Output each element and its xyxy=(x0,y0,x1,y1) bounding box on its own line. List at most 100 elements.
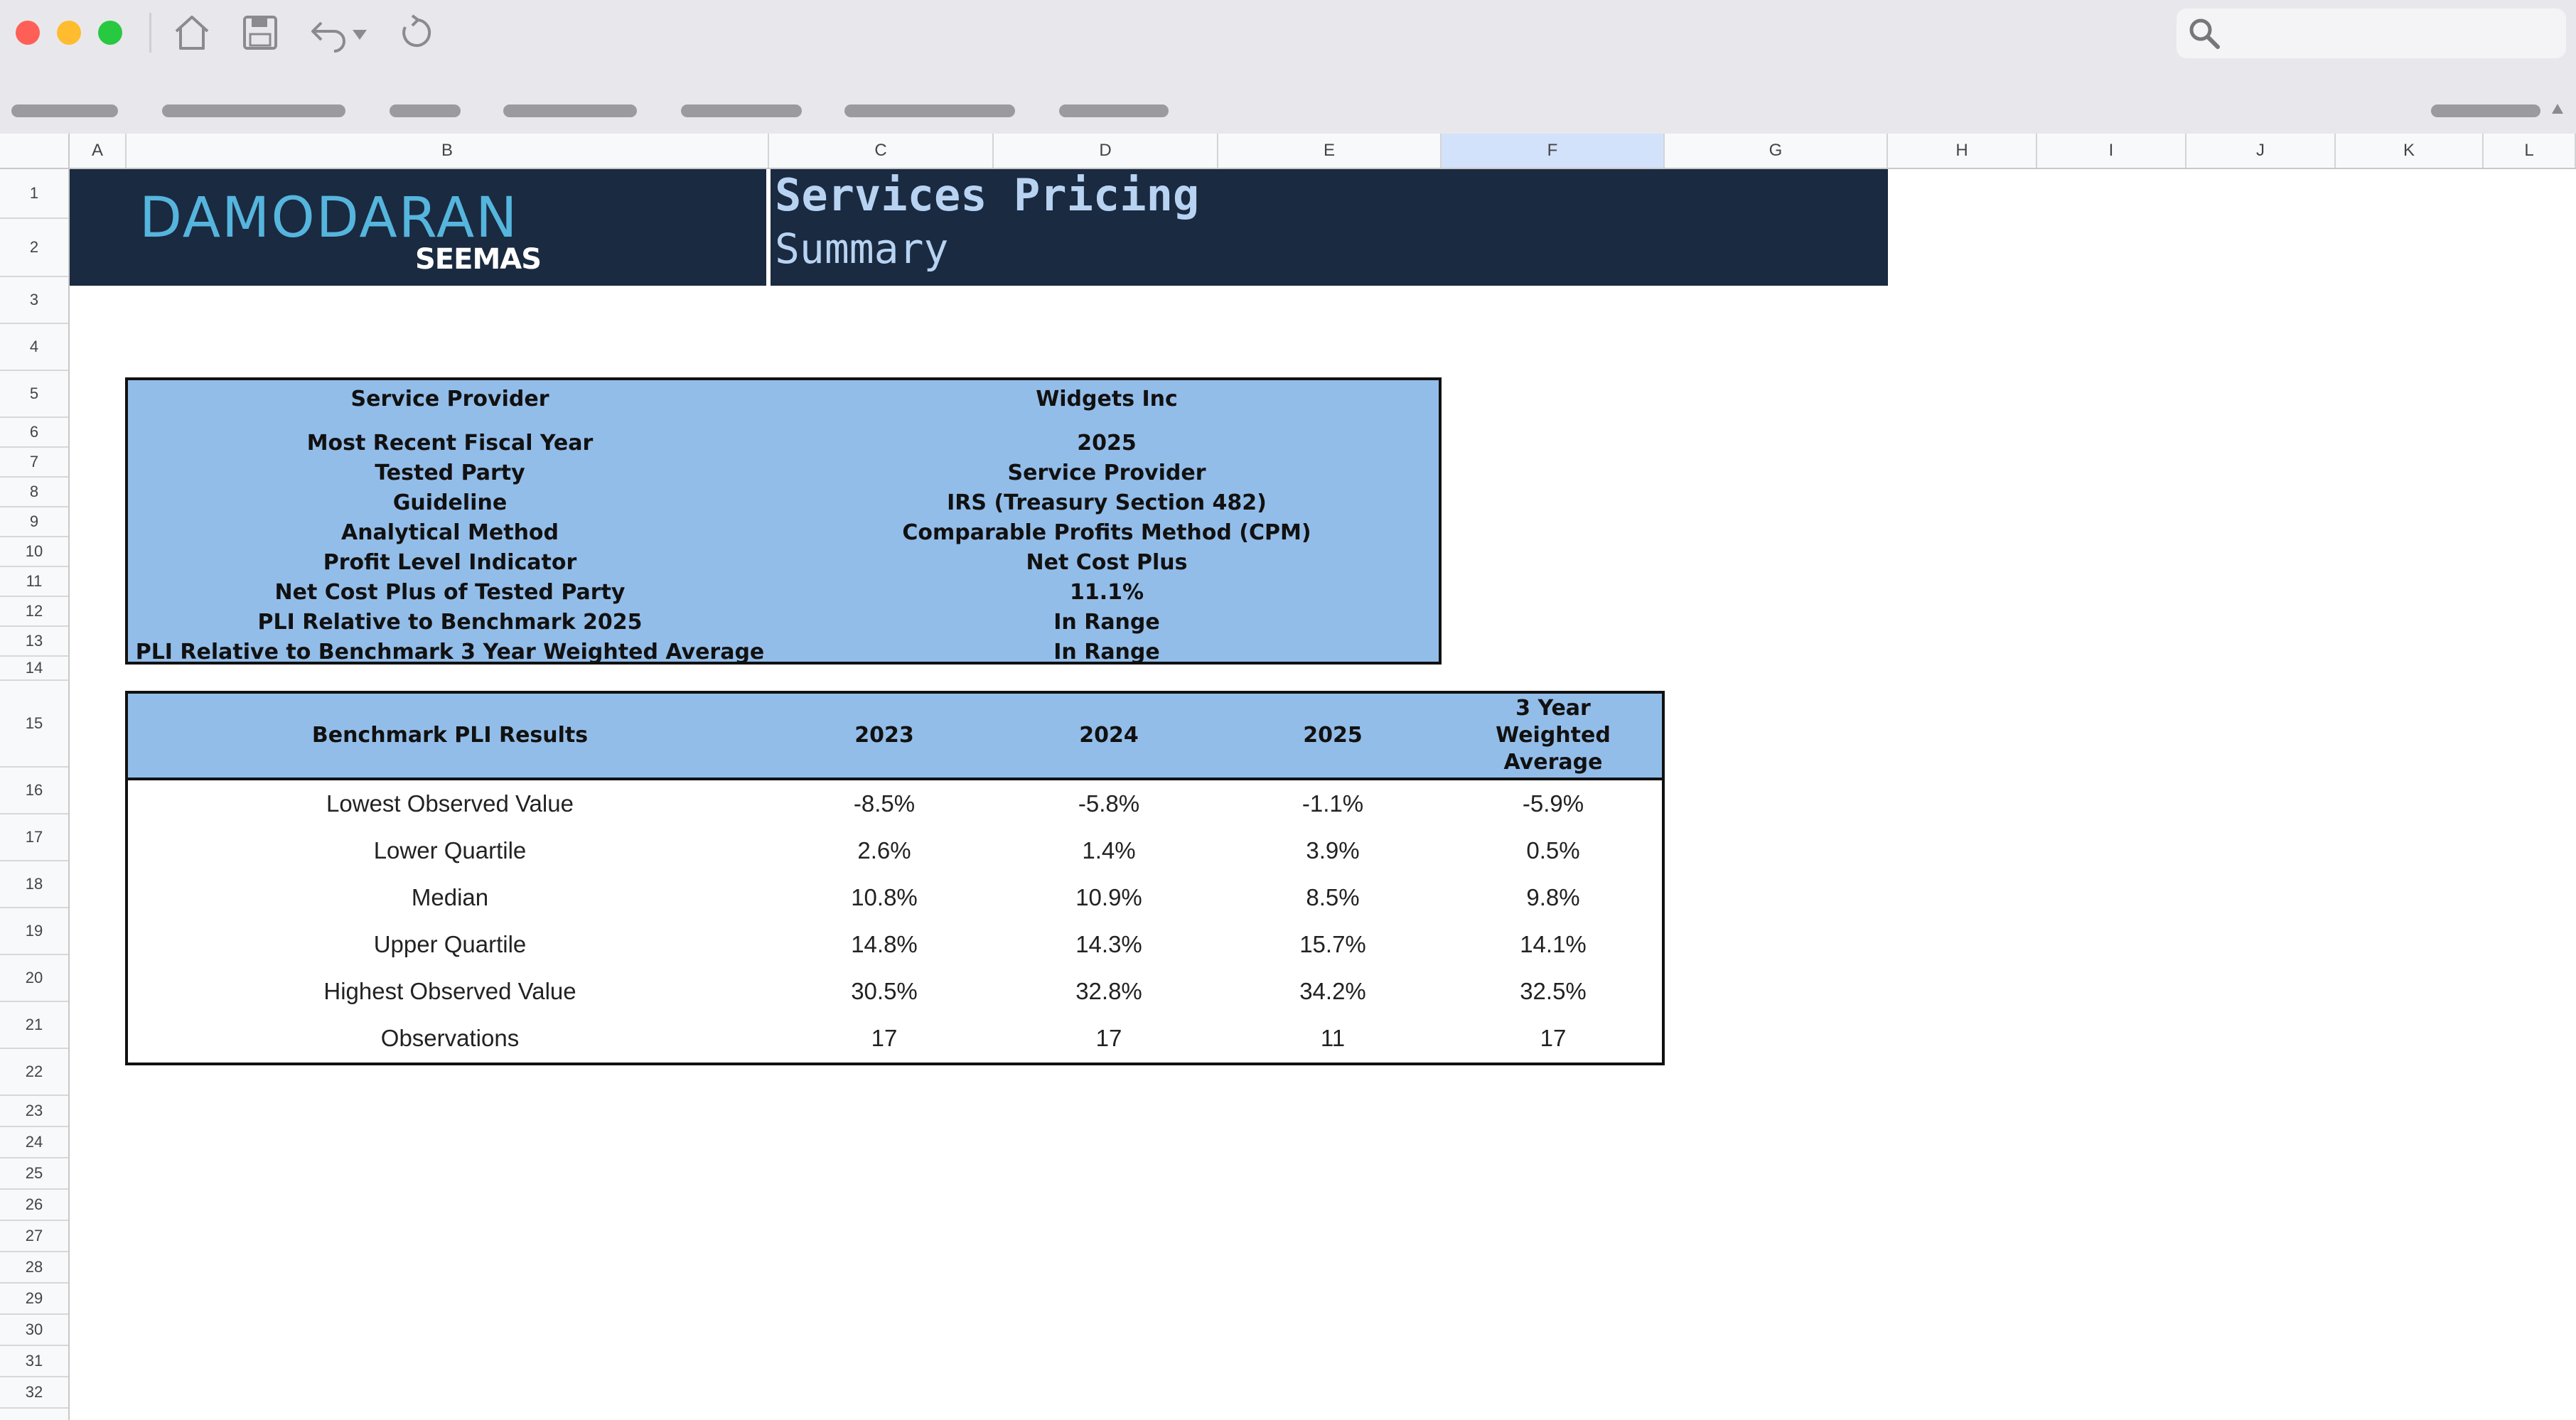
column-header-j[interactable]: J xyxy=(2186,134,2336,168)
column-header-f[interactable]: F xyxy=(1442,134,1665,168)
row-header-1[interactable]: 1 xyxy=(0,169,68,219)
benchmark-row-label[interactable]: Lowest Observed Value xyxy=(326,790,574,817)
summary-label[interactable]: Guideline xyxy=(392,490,508,515)
column-header-a[interactable]: A xyxy=(70,134,127,168)
row-header-21[interactable]: 21 xyxy=(0,1002,68,1049)
row-header-25[interactable]: 25 xyxy=(0,1158,68,1190)
benchmark-cell[interactable]: 17 xyxy=(1540,1025,1567,1051)
benchmark-row-label[interactable]: Observations xyxy=(380,1025,520,1051)
row-header-31[interactable]: 31 xyxy=(0,1346,68,1377)
benchmark-header-2024[interactable]: 2024 xyxy=(1079,723,1139,748)
summary-label[interactable]: PLI Relative to Benchmark 3 Year Weighte… xyxy=(135,640,765,665)
menu-item-5[interactable] xyxy=(681,104,802,117)
benchmark-header-label[interactable]: Benchmark PLI Results xyxy=(311,723,589,748)
row-header-22[interactable]: 22 xyxy=(0,1049,68,1096)
column-header-d[interactable]: D xyxy=(994,134,1218,168)
summary-label[interactable]: PLI Relative to Benchmark 2025 xyxy=(257,610,643,635)
row-header-5[interactable]: 5 xyxy=(0,371,68,418)
benchmark-cell[interactable]: 30.5% xyxy=(851,978,918,1004)
menu-item-1[interactable] xyxy=(11,104,118,117)
summary-label[interactable]: Service Provider xyxy=(350,387,549,412)
benchmark-row-label[interactable]: Highest Observed Value xyxy=(323,978,576,1004)
menu-item-8[interactable] xyxy=(2431,104,2540,117)
minimize-window-button[interactable] xyxy=(57,21,81,45)
benchmark-row-label[interactable]: Lower Quartile xyxy=(373,837,527,864)
summary-label[interactable]: Most Recent Fiscal Year xyxy=(306,431,594,456)
benchmark-cell[interactable]: 14.3% xyxy=(1075,931,1142,957)
row-header-16[interactable]: 16 xyxy=(0,768,68,814)
summary-value[interactable]: In Range xyxy=(1053,640,1160,665)
benchmark-cell[interactable]: 34.2% xyxy=(1299,978,1366,1004)
row-header-30[interactable]: 30 xyxy=(0,1315,68,1346)
row-header-3[interactable]: 3 xyxy=(0,277,68,324)
benchmark-cell[interactable]: -8.5% xyxy=(853,790,916,817)
row-header-7[interactable]: 7 xyxy=(0,448,68,478)
column-header-g[interactable]: G xyxy=(1665,134,1888,168)
dropdown-caret-icon[interactable] xyxy=(347,10,372,55)
summary-label[interactable]: Profit Level Indicator xyxy=(323,550,577,575)
benchmark-cell[interactable]: 14.1% xyxy=(1520,931,1587,957)
home-icon[interactable] xyxy=(169,10,215,55)
benchmark-cell[interactable]: 8.5% xyxy=(1306,884,1360,910)
menu-item-4[interactable] xyxy=(503,104,637,117)
benchmark-cell[interactable]: 11 xyxy=(1320,1025,1346,1051)
row-header-32[interactable]: 32 xyxy=(0,1377,68,1409)
menu-item-6[interactable] xyxy=(844,104,1015,117)
benchmark-cell[interactable]: 1.4% xyxy=(1082,837,1136,864)
summary-value[interactable]: IRS (Treasury Section 482) xyxy=(947,490,1267,515)
summary-value[interactable]: Service Provider xyxy=(1007,461,1206,485)
row-header-4[interactable]: 4 xyxy=(0,324,68,371)
column-header-h[interactable]: H xyxy=(1888,134,2037,168)
row-header-18[interactable]: 18 xyxy=(0,861,68,908)
benchmark-row-label[interactable]: Upper Quartile xyxy=(373,931,527,957)
row-header-27[interactable]: 27 xyxy=(0,1221,68,1252)
benchmark-cell[interactable]: 17 xyxy=(1095,1025,1122,1051)
benchmark-cell[interactable]: -5.8% xyxy=(1078,790,1140,817)
row-header-2[interactable]: 2 xyxy=(0,219,68,277)
benchmark-header-2025[interactable]: 2025 xyxy=(1303,723,1363,748)
row-header-17[interactable]: 17 xyxy=(0,814,68,861)
collapse-arrow-icon[interactable] xyxy=(2549,99,2566,117)
row-header-28[interactable]: 28 xyxy=(0,1252,68,1284)
menu-item-7[interactable] xyxy=(1059,104,1169,117)
row-header-10[interactable]: 10 xyxy=(0,537,68,567)
column-header-b[interactable]: B xyxy=(127,134,769,168)
benchmark-cell[interactable]: 32.8% xyxy=(1075,978,1142,1004)
row-header-12[interactable]: 12 xyxy=(0,597,68,627)
row-header-8[interactable]: 8 xyxy=(0,478,68,507)
maximize-window-button[interactable] xyxy=(98,21,122,45)
menu-item-3[interactable] xyxy=(390,104,461,117)
row-header-13[interactable]: 13 xyxy=(0,627,68,657)
row-header-14[interactable]: 14 xyxy=(0,657,68,681)
benchmark-cell[interactable]: 2.6% xyxy=(857,837,911,864)
column-header-i[interactable]: I xyxy=(2037,134,2186,168)
benchmark-row-label[interactable]: Median xyxy=(411,884,489,910)
column-header-e[interactable]: E xyxy=(1218,134,1442,168)
search-input[interactable] xyxy=(2177,9,2566,58)
summary-value[interactable]: 11.1% xyxy=(1069,580,1144,605)
summary-value[interactable]: 2025 xyxy=(1077,431,1137,456)
row-header-15[interactable]: 15 xyxy=(0,681,68,768)
benchmark-cell[interactable]: 3.9% xyxy=(1306,837,1360,864)
benchmark-header-weighted-average[interactable]: 3 Year Weighted Average xyxy=(1444,694,1662,778)
benchmark-cell[interactable]: 32.5% xyxy=(1520,978,1587,1004)
benchmark-cell[interactable]: 10.9% xyxy=(1075,884,1142,910)
benchmark-cell[interactable]: 10.8% xyxy=(851,884,918,910)
row-header-20[interactable]: 20 xyxy=(0,955,68,1002)
row-header-19[interactable]: 19 xyxy=(0,908,68,955)
row-header-24[interactable]: 24 xyxy=(0,1127,68,1158)
summary-label[interactable]: Net Cost Plus of Tested Party xyxy=(274,580,626,605)
benchmark-cell[interactable]: 14.8% xyxy=(851,931,918,957)
benchmark-cell[interactable]: -1.1% xyxy=(1302,790,1364,817)
row-header-6[interactable]: 6 xyxy=(0,418,68,448)
refresh-icon[interactable] xyxy=(394,10,439,55)
summary-label[interactable]: Tested Party xyxy=(375,461,525,485)
benchmark-cell[interactable]: -5.9% xyxy=(1522,790,1584,817)
column-header-c[interactable]: C xyxy=(769,134,994,168)
column-header-l[interactable]: L xyxy=(2484,134,2576,168)
benchmark-cell[interactable]: 0.5% xyxy=(1526,837,1580,864)
benchmark-cell[interactable]: 15.7% xyxy=(1299,931,1366,957)
summary-value[interactable]: Widgets Inc xyxy=(1036,387,1178,412)
summary-label[interactable]: Analytical Method xyxy=(340,520,559,545)
row-header-23[interactable]: 23 xyxy=(0,1096,68,1127)
